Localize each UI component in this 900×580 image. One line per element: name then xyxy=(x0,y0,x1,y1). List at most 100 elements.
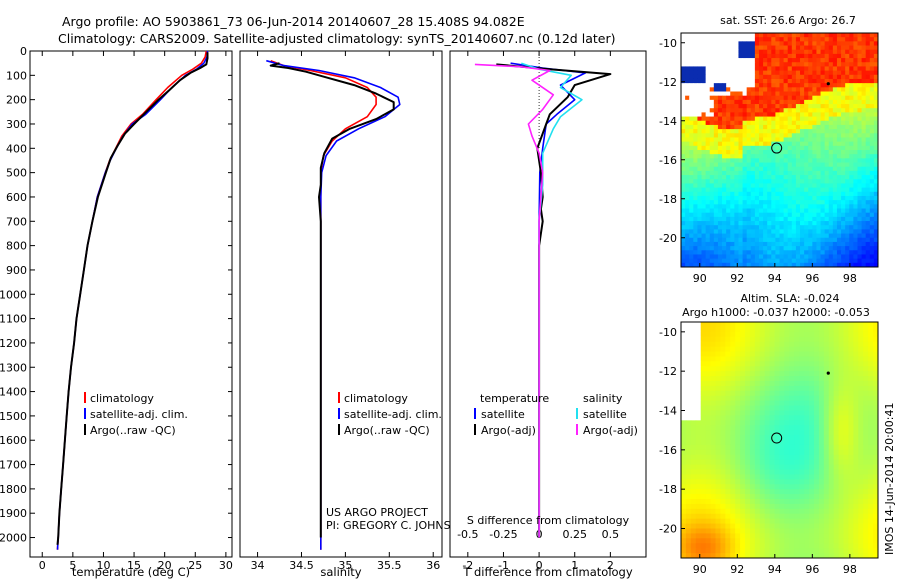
sst-cell xyxy=(783,95,789,101)
sla-cell xyxy=(764,528,771,534)
sla-cell xyxy=(730,331,736,338)
sla-cell xyxy=(804,459,810,465)
sst-cell xyxy=(730,74,735,80)
sst-cell xyxy=(861,204,867,209)
sst-cell xyxy=(865,104,871,109)
sst-cell xyxy=(713,45,719,51)
sst-cell xyxy=(734,254,739,260)
sla-cell xyxy=(715,366,721,372)
sst-cell xyxy=(763,124,768,130)
sla-cell xyxy=(843,341,849,347)
sla-cell xyxy=(725,479,731,485)
sla-cell xyxy=(804,528,810,534)
sla-cell xyxy=(873,385,879,392)
sla-cell xyxy=(858,543,864,549)
sla-cell xyxy=(700,479,707,485)
sst-cell xyxy=(779,124,784,130)
header-line2: Climatology: CARS2009. Satellite-adjuste… xyxy=(58,31,615,46)
sst-cell xyxy=(865,258,871,264)
sst-cell xyxy=(758,262,764,268)
sla-cell xyxy=(700,518,707,524)
sla-cell xyxy=(695,459,702,465)
sst-cell xyxy=(734,83,739,88)
sst-cell xyxy=(869,112,875,117)
sst-cell xyxy=(742,166,748,172)
sst-cell xyxy=(717,74,723,80)
sla-cell xyxy=(843,474,849,480)
sla-cell xyxy=(720,331,726,338)
sst-cell xyxy=(705,58,711,63)
sla-cell xyxy=(720,385,726,392)
sla-cell xyxy=(745,548,751,554)
sla-cell xyxy=(853,341,859,347)
sst-cell xyxy=(713,104,719,109)
sst-cell xyxy=(869,229,875,234)
sla-cell xyxy=(799,400,805,406)
sst-cell xyxy=(849,241,854,247)
sst-cell xyxy=(767,62,772,67)
sst-cell xyxy=(779,62,784,67)
sst-cell xyxy=(865,78,871,84)
sst-cell xyxy=(693,45,698,51)
sst-cell xyxy=(791,108,797,113)
sla-cell xyxy=(725,395,731,402)
sst-cell xyxy=(758,66,764,72)
sla-cell xyxy=(843,322,849,328)
sst-cell xyxy=(697,83,702,88)
sst-cell xyxy=(791,166,797,172)
sst-cell xyxy=(730,112,735,117)
sst-cell xyxy=(861,104,867,109)
sst-cell xyxy=(804,62,809,67)
sla-cell xyxy=(774,479,780,485)
sst-cell xyxy=(763,116,768,122)
sst-cell xyxy=(808,37,813,42)
sst-cell xyxy=(693,129,698,134)
sst-cell xyxy=(861,158,867,163)
sla-cell xyxy=(735,385,741,392)
sst-cell xyxy=(709,137,715,143)
sst-cell xyxy=(812,87,817,92)
sla-cell xyxy=(833,381,839,387)
sla-cell xyxy=(809,322,815,328)
sst-cell xyxy=(816,241,821,247)
sla-cell xyxy=(794,533,800,539)
sst-cell xyxy=(820,62,826,67)
sst-cell xyxy=(841,258,846,264)
sla-cell xyxy=(843,435,849,441)
sst-cell xyxy=(746,162,752,168)
sst-cell xyxy=(771,66,776,72)
sla-cell xyxy=(749,494,756,500)
sst-cell xyxy=(730,170,735,176)
sst-cell xyxy=(701,66,707,72)
sst-cell xyxy=(771,233,776,239)
sst-cell xyxy=(750,58,756,63)
sla-cell xyxy=(794,484,800,490)
sla-cell xyxy=(725,548,731,554)
sst-cell xyxy=(800,204,805,209)
sla-cell xyxy=(843,454,849,461)
sst-cell xyxy=(804,74,809,80)
sla-cell xyxy=(774,508,780,515)
sst-cell xyxy=(820,104,826,109)
sst-cell xyxy=(713,162,719,168)
sst-cell xyxy=(763,246,768,251)
sst-cell xyxy=(689,212,694,218)
sla-cell xyxy=(848,489,854,495)
sla-cell xyxy=(823,351,830,357)
sst-cell xyxy=(685,99,690,105)
sla-cell xyxy=(740,366,746,372)
sst-cell xyxy=(841,116,846,122)
sst-cell xyxy=(746,74,752,80)
sla-cell xyxy=(813,356,820,362)
sst-cell xyxy=(717,166,723,172)
sst-cell xyxy=(853,58,858,63)
sst-cell xyxy=(771,200,776,205)
sst-cell xyxy=(697,124,702,130)
sst-cell xyxy=(742,120,748,126)
sla-cell xyxy=(868,381,874,387)
sla-cell xyxy=(774,356,780,362)
sst-cell xyxy=(783,191,789,197)
sst-cell xyxy=(845,78,850,84)
sla-cell xyxy=(769,361,775,367)
sst-cell xyxy=(800,45,805,51)
